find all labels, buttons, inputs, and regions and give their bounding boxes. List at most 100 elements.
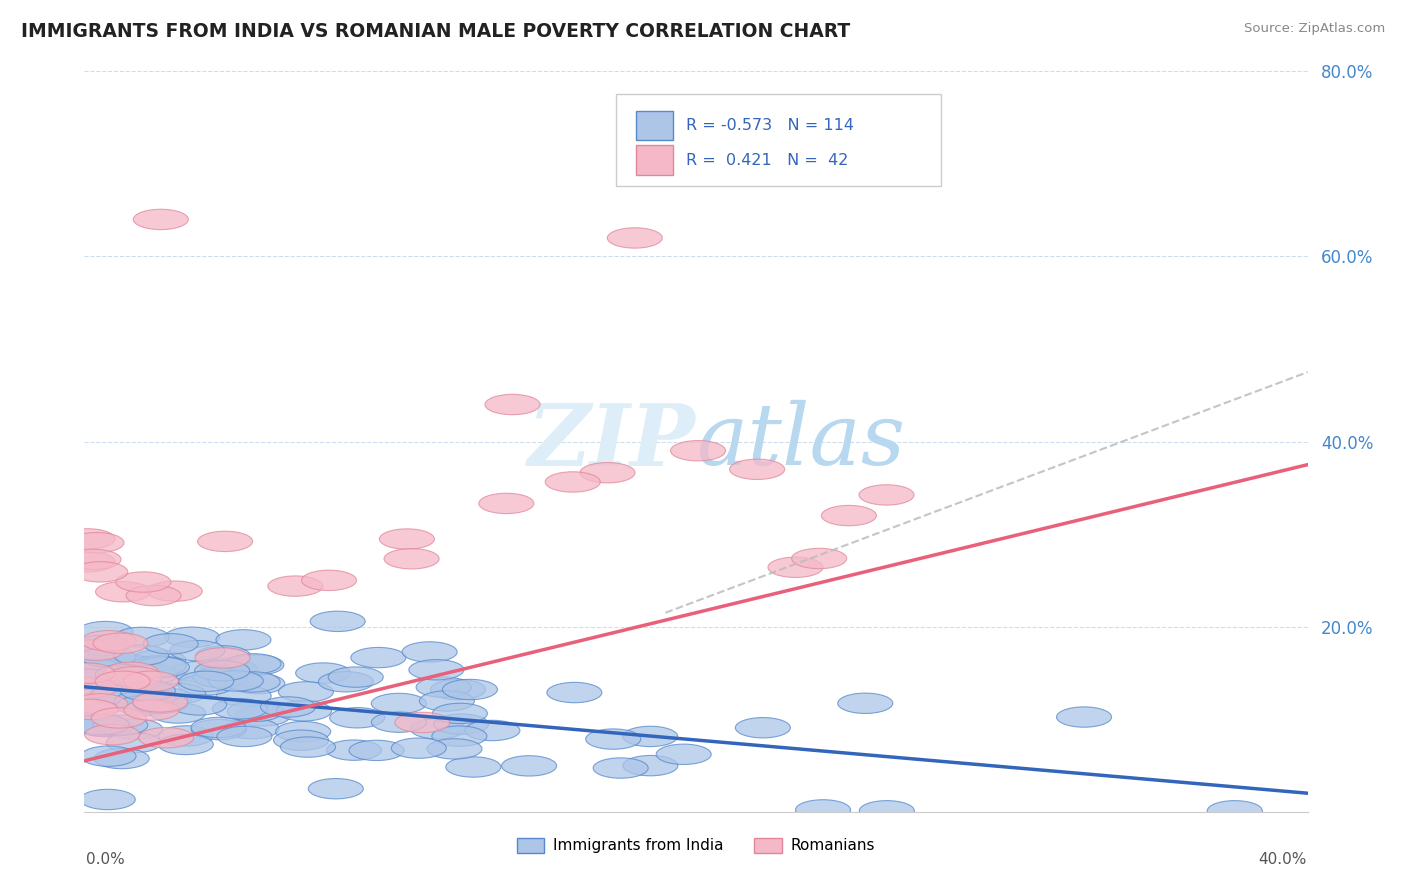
Ellipse shape: [115, 572, 170, 592]
Ellipse shape: [131, 650, 186, 670]
Ellipse shape: [217, 630, 271, 650]
Ellipse shape: [75, 714, 129, 735]
Ellipse shape: [225, 672, 280, 692]
Ellipse shape: [821, 506, 876, 525]
Text: Source: ZipAtlas.com: Source: ZipAtlas.com: [1244, 22, 1385, 36]
Ellipse shape: [229, 655, 284, 675]
Ellipse shape: [311, 611, 366, 632]
Ellipse shape: [134, 210, 188, 229]
Ellipse shape: [194, 661, 250, 681]
Ellipse shape: [73, 694, 128, 714]
Ellipse shape: [62, 678, 117, 698]
Ellipse shape: [67, 643, 122, 664]
Ellipse shape: [280, 737, 336, 757]
Ellipse shape: [131, 656, 186, 676]
Ellipse shape: [94, 748, 149, 769]
Ellipse shape: [329, 707, 385, 728]
Ellipse shape: [485, 394, 540, 415]
Ellipse shape: [143, 633, 198, 654]
Ellipse shape: [179, 675, 233, 695]
Ellipse shape: [60, 673, 115, 694]
Ellipse shape: [108, 657, 163, 677]
Ellipse shape: [170, 640, 225, 661]
Ellipse shape: [465, 720, 520, 740]
Ellipse shape: [69, 640, 124, 660]
Ellipse shape: [96, 671, 150, 691]
Ellipse shape: [121, 681, 176, 701]
Ellipse shape: [105, 732, 162, 753]
Ellipse shape: [179, 671, 233, 691]
Ellipse shape: [191, 717, 246, 738]
Ellipse shape: [838, 693, 893, 714]
Ellipse shape: [96, 582, 150, 602]
Ellipse shape: [122, 665, 177, 685]
Ellipse shape: [150, 683, 205, 704]
Ellipse shape: [202, 659, 257, 680]
Text: 0.0%: 0.0%: [86, 853, 124, 867]
Ellipse shape: [148, 581, 202, 601]
Ellipse shape: [607, 227, 662, 248]
Ellipse shape: [77, 622, 134, 641]
Text: ZIP: ZIP: [529, 400, 696, 483]
Ellipse shape: [165, 627, 219, 648]
Ellipse shape: [208, 671, 263, 691]
Ellipse shape: [235, 706, 291, 726]
Ellipse shape: [132, 692, 187, 712]
Ellipse shape: [120, 694, 174, 714]
Ellipse shape: [796, 800, 851, 820]
Ellipse shape: [430, 680, 485, 699]
Ellipse shape: [111, 675, 166, 696]
Ellipse shape: [60, 529, 115, 549]
Ellipse shape: [419, 690, 474, 711]
Ellipse shape: [132, 667, 187, 688]
Ellipse shape: [768, 558, 823, 577]
Text: IMMIGRANTS FROM INDIA VS ROMANIAN MALE POVERTY CORRELATION CHART: IMMIGRANTS FROM INDIA VS ROMANIAN MALE P…: [21, 22, 851, 41]
Ellipse shape: [198, 532, 253, 551]
Ellipse shape: [371, 712, 426, 732]
Ellipse shape: [193, 667, 247, 688]
Ellipse shape: [60, 669, 115, 690]
Ellipse shape: [229, 673, 285, 694]
Ellipse shape: [735, 717, 790, 738]
Ellipse shape: [93, 714, 148, 735]
Ellipse shape: [384, 549, 439, 569]
Ellipse shape: [212, 698, 267, 719]
Ellipse shape: [107, 666, 162, 687]
Ellipse shape: [395, 713, 450, 732]
Ellipse shape: [391, 738, 446, 758]
Ellipse shape: [278, 681, 333, 702]
Ellipse shape: [195, 646, 250, 666]
Ellipse shape: [411, 719, 465, 739]
Ellipse shape: [586, 729, 641, 749]
Ellipse shape: [135, 657, 190, 677]
Ellipse shape: [224, 718, 278, 739]
Ellipse shape: [60, 640, 115, 659]
Ellipse shape: [226, 654, 281, 674]
Ellipse shape: [409, 659, 464, 680]
Ellipse shape: [132, 693, 188, 714]
Ellipse shape: [730, 459, 785, 480]
Ellipse shape: [479, 493, 534, 514]
Ellipse shape: [150, 703, 205, 723]
Ellipse shape: [172, 695, 226, 715]
Ellipse shape: [117, 696, 172, 715]
Ellipse shape: [79, 658, 134, 678]
Ellipse shape: [114, 627, 169, 648]
Ellipse shape: [402, 641, 457, 662]
Ellipse shape: [277, 700, 332, 721]
Ellipse shape: [105, 671, 160, 691]
Ellipse shape: [66, 549, 121, 570]
Text: atlas: atlas: [696, 401, 905, 483]
Ellipse shape: [159, 726, 214, 746]
Ellipse shape: [328, 667, 384, 687]
Ellipse shape: [443, 680, 498, 699]
Ellipse shape: [267, 576, 323, 596]
Ellipse shape: [170, 662, 225, 681]
Ellipse shape: [301, 570, 357, 591]
Ellipse shape: [308, 779, 363, 799]
Ellipse shape: [80, 647, 136, 667]
Ellipse shape: [274, 730, 329, 750]
Ellipse shape: [318, 672, 374, 692]
Ellipse shape: [217, 726, 271, 747]
Ellipse shape: [228, 701, 283, 722]
